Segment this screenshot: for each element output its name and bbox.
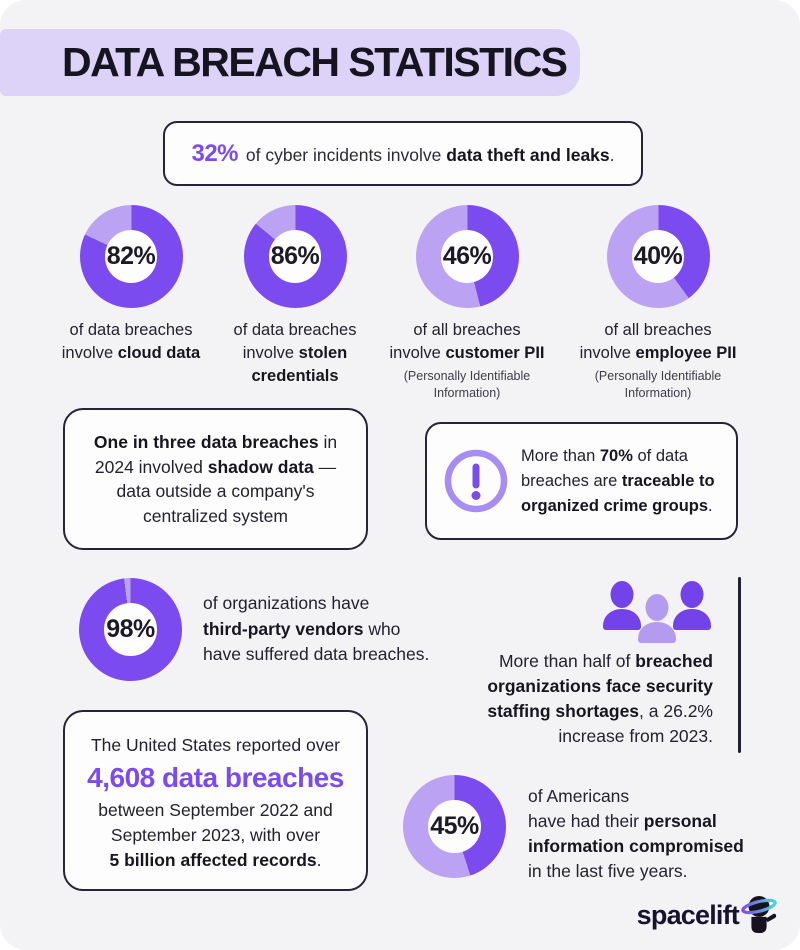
donut-caption: of all breaches involve customer PII — [389, 321, 545, 362]
page-title: DATA BREACH STATISTICS — [62, 39, 568, 85]
donut-caption: of all breaches involve employee PII — [579, 321, 737, 362]
shadow-data-text: One in three data breaches in 2024 involv… — [93, 432, 338, 526]
us-card-intro: The United States reported over — [90, 735, 341, 755]
title-band: DATA BREACH STATISTICS — [0, 29, 580, 96]
donut-chart-employee-pii: 40% — [606, 205, 710, 308]
donut-value-label: 86% — [270, 242, 320, 270]
donut-value-label: 46% — [442, 242, 492, 270]
vertical-divider — [738, 577, 741, 753]
stat-customer-pii: 46% of all breaches involve customer PII … — [372, 205, 562, 402]
callout-32-percent: 32% of cyber incidents involve data thef… — [163, 121, 643, 186]
stat-third-party: 98% — [79, 578, 182, 681]
stat-cloud-data: 82% of data breaches involve cloud data — [36, 205, 226, 365]
stat-employee-pii: 40% of all breaches involve employee PII … — [563, 205, 753, 402]
donut-caption: of data breaches involve stolen credential… — [233, 321, 357, 385]
third-party-text: of organizations have third-party vendors… — [203, 593, 430, 664]
donut-chart-americans: 45% — [403, 775, 506, 878]
organized-crime-card: More than 70% of data breaches are tracea… — [425, 422, 738, 540]
donut-chart-cloud-data: 82% — [79, 205, 183, 308]
donut-value-label: 40% — [633, 242, 683, 270]
donut-chart-stolen-credentials: 86% — [243, 205, 347, 308]
staffing-shortage-text: More than half of breached organizations … — [487, 651, 713, 746]
americans-text: of Americans have had their personal infor… — [528, 786, 744, 881]
donut-caption: of data breaches involve cloud data — [61, 321, 201, 362]
donut-value-label: 45% — [430, 812, 479, 840]
organized-crime-text: More than 70% of data breaches are tracea… — [521, 446, 715, 515]
people-group-icon — [603, 581, 711, 643]
alert-icon — [444, 449, 508, 513]
spacelift-mascot-icon — [741, 896, 777, 934]
us-card-detail: between September 2022 and September 2023… — [98, 800, 333, 870]
callout-text: 32% of cyber incidents involve data thef… — [191, 139, 615, 167]
donut-chart-customer-pii: 46% — [415, 205, 519, 308]
pii-footnote: (Personally Identifiable Information) — [403, 369, 531, 400]
donut-chart-third-party: 98% — [79, 578, 182, 681]
brand-logo: spacelift — [637, 892, 778, 938]
shadow-data-card: One in three data breaches in 2024 involv… — [63, 408, 368, 550]
pii-footnote: (Personally Identifiable Information) — [594, 369, 722, 400]
donut-value-label: 98% — [106, 615, 155, 643]
stat-americans: 45% — [403, 775, 506, 878]
stat-stolen-credentials: 86% of data breaches involve stolen creden… — [200, 205, 390, 388]
brand-name: spacelift — [636, 899, 740, 930]
us-breach-count: 4,608 data breaches — [87, 762, 344, 793]
donut-value-label: 82% — [106, 242, 156, 270]
us-breaches-card: The United States reported over 4,608 da… — [63, 710, 368, 891]
